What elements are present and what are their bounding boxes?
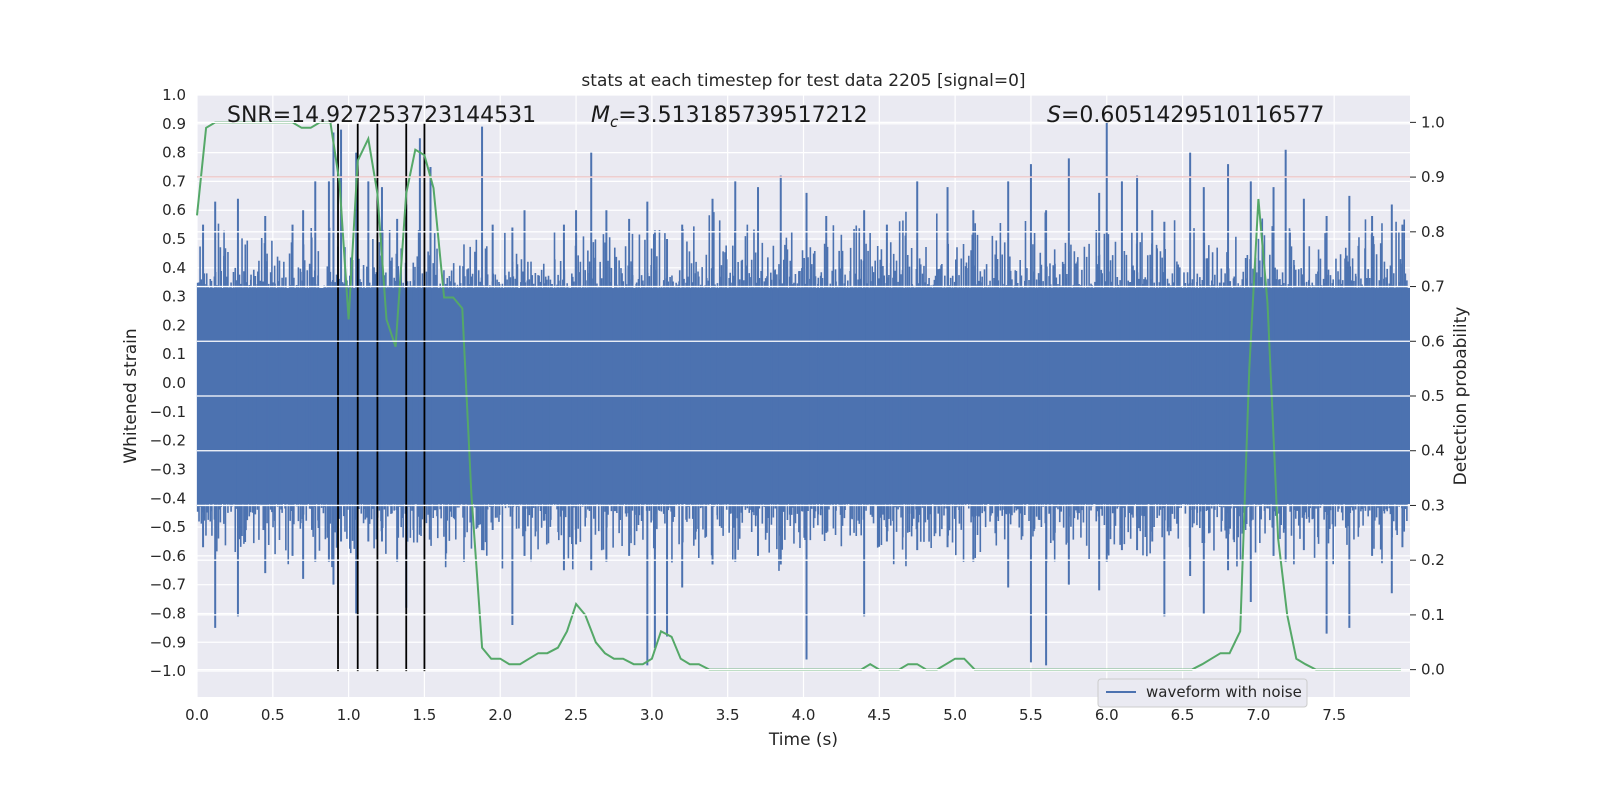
y2-axis-label: Detection probability xyxy=(1451,307,1471,486)
x-tick-label: 3.0 xyxy=(640,706,664,724)
y2-tick-label: 0.4 xyxy=(1421,442,1445,460)
legend: waveform with noise xyxy=(1097,678,1308,708)
x-tick-label: 4.5 xyxy=(867,706,891,724)
y-tick-label: 0.8 xyxy=(162,144,186,162)
y2-tick-label: 0.3 xyxy=(1421,496,1445,514)
x-tick-label: 5.5 xyxy=(1019,706,1043,724)
legend-label: waveform with noise xyxy=(1146,683,1302,701)
horizontal-grid-overlay xyxy=(197,121,1410,671)
s-annotation: S=0.6051429510116577 xyxy=(1047,103,1324,128)
x-tick-label: 1.0 xyxy=(337,706,361,724)
x-axis-label: Time (s) xyxy=(768,730,838,750)
y2-tick-label: 0.7 xyxy=(1421,278,1445,296)
y-tick-label: 0.2 xyxy=(162,316,186,334)
y-axis-label: Whitened strain xyxy=(121,328,141,463)
s-value: =0.6051429510116577 xyxy=(1061,103,1324,128)
x-tick-label: 6.5 xyxy=(1171,706,1195,724)
y-tick-label: −0.1 xyxy=(150,403,186,421)
x-tick-label: 0.5 xyxy=(261,706,285,724)
y-tick-label: 0.1 xyxy=(162,345,186,363)
y-tick-label: −0.4 xyxy=(150,489,186,507)
y-tick-label: 0.3 xyxy=(162,288,186,306)
x-tick-label: 4.0 xyxy=(792,706,816,724)
y-tick-label: 0.6 xyxy=(162,201,186,219)
y-tick-label: 0.9 xyxy=(162,115,186,133)
y-tick-label: −0.9 xyxy=(150,633,186,651)
x-tick-label: 7.0 xyxy=(1246,706,1270,724)
y-tick-label: −0.7 xyxy=(150,576,186,594)
x-tick-label: 2.0 xyxy=(488,706,512,724)
x-axis-ticks: 0.0 0.5 1.0 1.5 2.0 2.5 3.0 3.5 4.0 4.5 5.0 5.5 6.0 6… xyxy=(185,706,1346,724)
y-tick-label: 0.4 xyxy=(162,259,186,277)
x-tick-label: 1.5 xyxy=(413,706,437,724)
y2-tick-label: 0.8 xyxy=(1421,223,1445,241)
left-axis-ticks: 1.0 0.9 0.8 0.7 0.6 0.5 0.4 0.3 0.2 0.1 0.0 −0.1 −0.… xyxy=(150,86,186,680)
y-tick-label: 0.0 xyxy=(162,374,186,392)
y-tick-label: 1.0 xyxy=(162,86,186,104)
x-tick-label: 0.0 xyxy=(185,706,209,724)
x-tick-label: 3.5 xyxy=(716,706,740,724)
chart-title: stats at each timestep for test data 220… xyxy=(581,71,1025,91)
x-tick-label: 2.5 xyxy=(564,706,588,724)
y-tick-label: 0.7 xyxy=(162,172,186,190)
x-tick-label: 6.0 xyxy=(1095,706,1119,724)
event-markers xyxy=(337,123,426,672)
y-tick-label: −0.3 xyxy=(150,460,186,478)
legend-box xyxy=(1097,678,1308,708)
chirp-mass-annotation: Mc=3.513185739517212 xyxy=(591,103,868,131)
y2-tick-label: 0.1 xyxy=(1421,606,1445,624)
s-symbol: S xyxy=(1047,103,1061,128)
mc-symbol: M xyxy=(591,103,610,128)
y2-tick-label: 0.0 xyxy=(1421,661,1445,679)
y2-tick-label: 0.9 xyxy=(1421,168,1445,186)
x-tick-label: 5.0 xyxy=(943,706,967,724)
mc-subscript: c xyxy=(610,113,619,131)
y-tick-label: 0.5 xyxy=(162,230,186,248)
y2-tick-label: 0.2 xyxy=(1421,551,1445,569)
y2-tick-label: 0.5 xyxy=(1421,387,1445,405)
y-tick-label: −1.0 xyxy=(150,662,186,680)
mc-value: =3.513185739517212 xyxy=(618,103,867,128)
snr-annotation: SNR=14.927253723144531 xyxy=(227,103,536,128)
right-axis-ticks: 1.0 0.9 0.8 0.7 0.6 0.5 0.4 0.3 0.2 0.1 0.0 xyxy=(1410,113,1445,679)
y-tick-label: −0.6 xyxy=(150,547,186,565)
y-tick-label: −0.5 xyxy=(150,518,186,536)
y-tick-label: −0.8 xyxy=(150,604,186,622)
y2-tick-label: 1.0 xyxy=(1421,113,1445,131)
x-tick-label: 7.5 xyxy=(1322,706,1346,724)
y-tick-label: −0.2 xyxy=(150,432,186,450)
y2-tick-label: 0.6 xyxy=(1421,332,1445,350)
